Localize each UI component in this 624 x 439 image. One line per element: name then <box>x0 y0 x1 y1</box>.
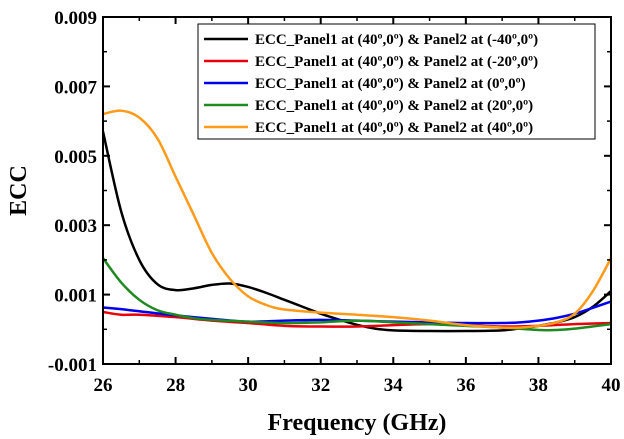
y-axis-title: ECC <box>6 165 32 216</box>
y-tick-label: -0.001 <box>48 355 97 376</box>
x-tick-label: 40 <box>602 375 621 396</box>
x-tick-label: 34 <box>384 375 404 396</box>
y-tick-label: 0.007 <box>54 77 97 98</box>
x-tick-label: 28 <box>166 375 185 396</box>
y-tick-label: 0.009 <box>54 8 97 29</box>
y-tick-label: 0.003 <box>54 216 97 237</box>
legend-label-5: ECC_Panel1 at (40º,0º) & Panel2 at (40º,… <box>255 120 533 136</box>
legend-label-3: ECC_Panel1 at (40º,0º) & Panel2 at (0º,0… <box>255 76 526 92</box>
series-line-1 <box>103 130 611 333</box>
x-tick-label: 38 <box>529 375 548 396</box>
y-tick-label: 0.001 <box>54 286 97 307</box>
legend-label-1: ECC_Panel1 at (40º,0º) & Panel2 at (-40º… <box>255 32 538 48</box>
x-tick-label: 26 <box>94 375 113 396</box>
x-tick-label: 32 <box>311 375 330 396</box>
series-line-5 <box>103 109 611 330</box>
legend-box <box>197 23 596 140</box>
y-tick-label: 0.005 <box>54 147 97 168</box>
legend-label-4: ECC_Panel1 at (40º,0º) & Panel2 at (20º,… <box>255 98 533 114</box>
x-tick-label: 30 <box>239 375 258 396</box>
series-line-4 <box>103 256 611 332</box>
x-axis-title: Frequency (GHz) <box>268 410 447 436</box>
legend: ECC_Panel1 at (40º,0º) & Panel2 at (-40º… <box>197 23 596 140</box>
tick-layer: 26 28 30 32 34 36 38 40 -0.001 0.001 0.003 0.005 0.0… <box>48 8 621 396</box>
x-tick-label: 36 <box>456 375 475 396</box>
series-layer <box>103 109 611 333</box>
legend-label-2: ECC_Panel1 at (40º,0º) & Panel2 at (-20º… <box>255 54 538 70</box>
